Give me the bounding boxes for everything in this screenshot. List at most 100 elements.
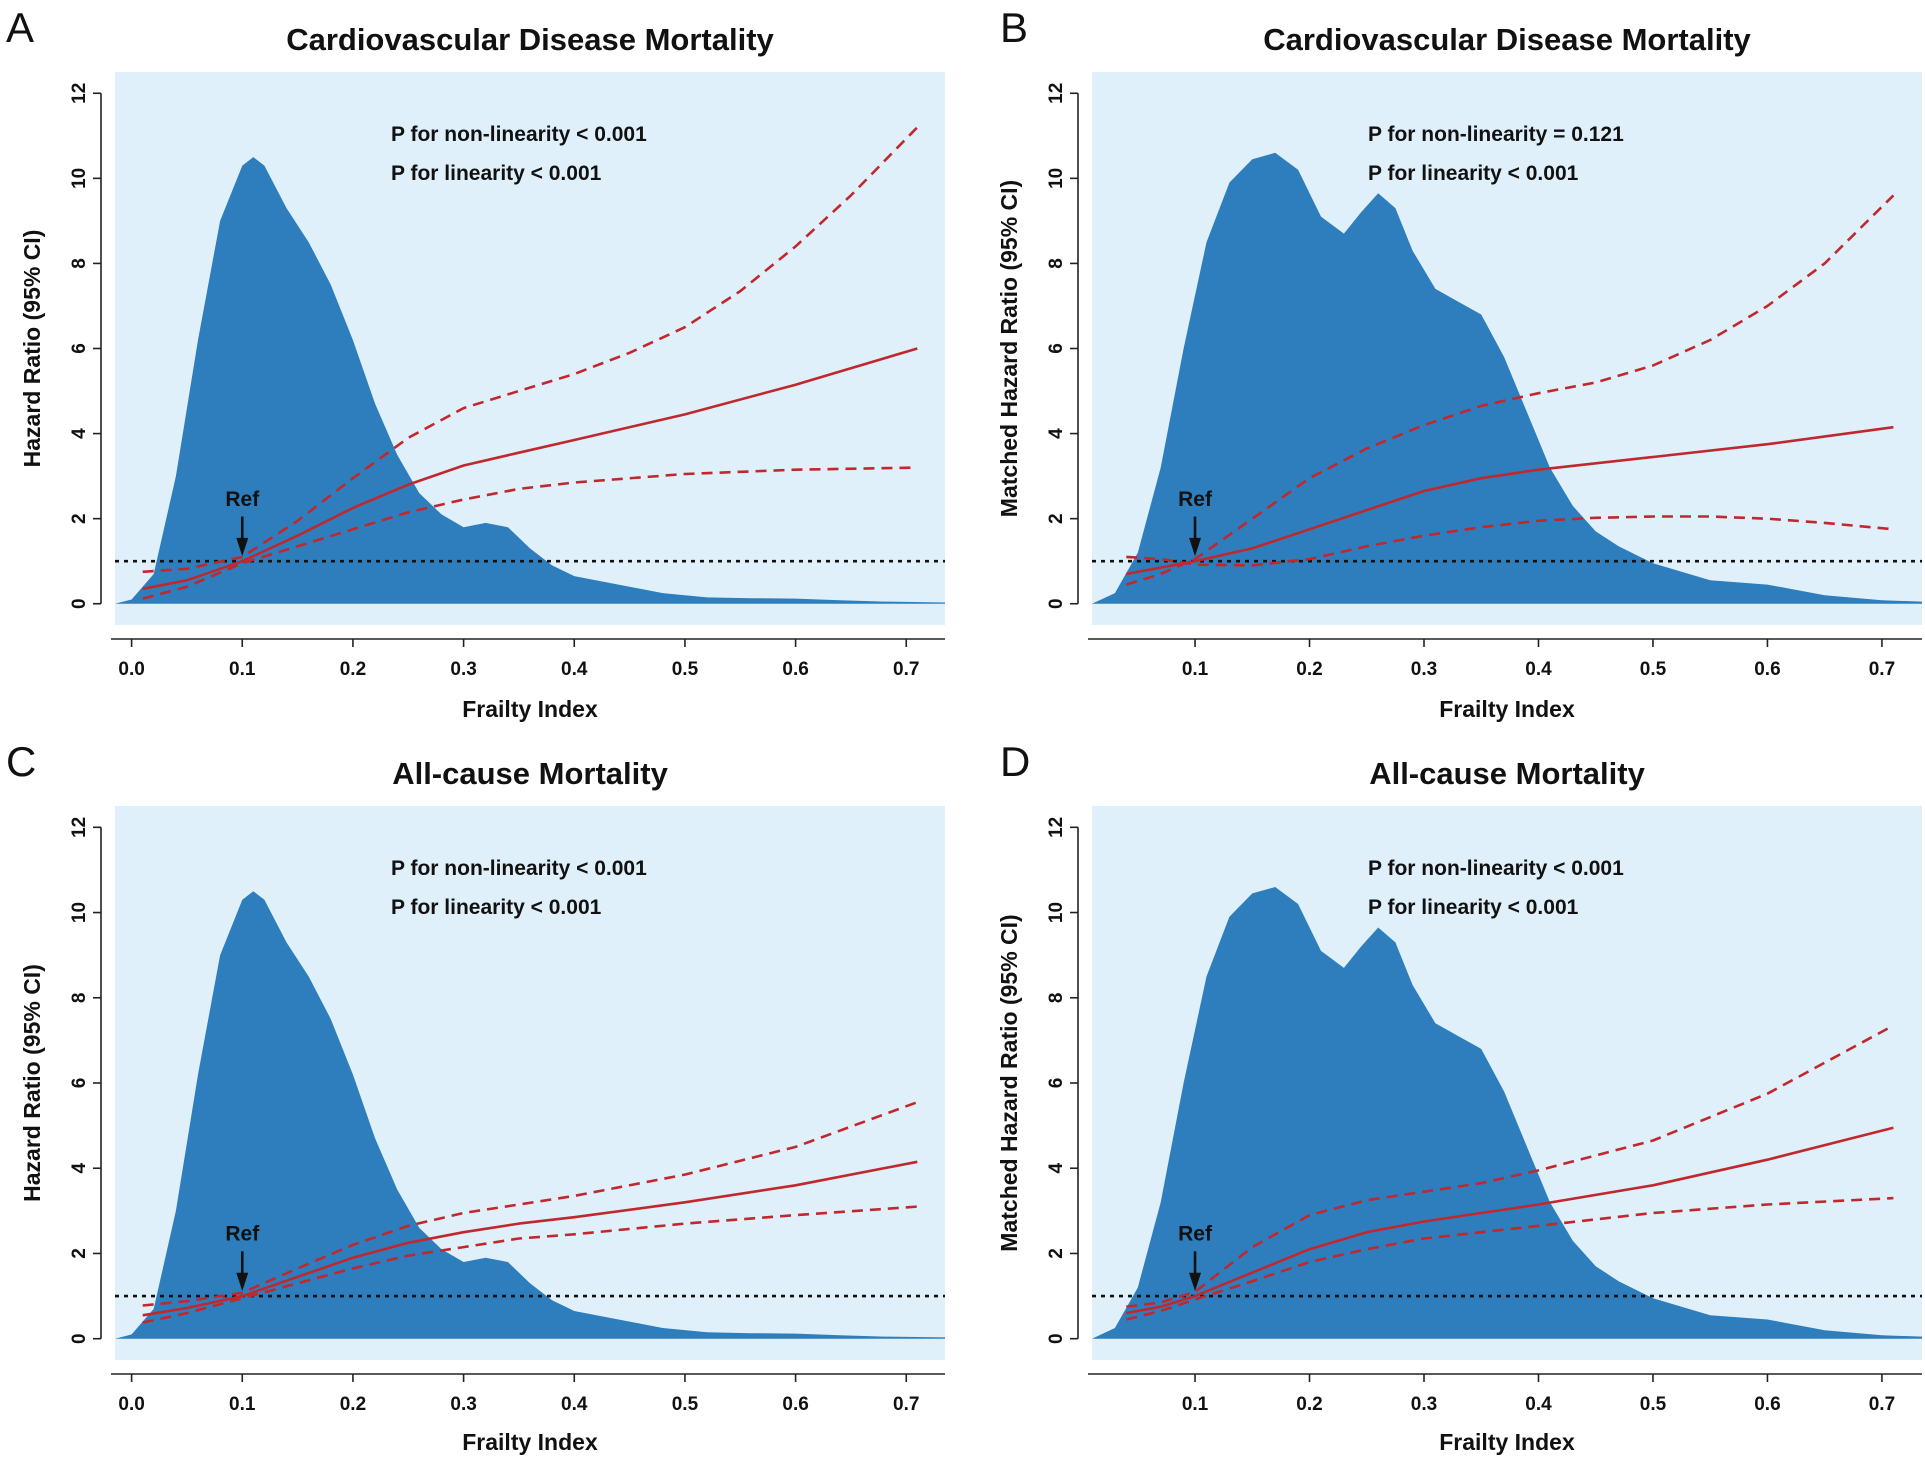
y-tick-label: 2 [69, 1248, 90, 1259]
x-tick-label: 0.3 [450, 1394, 476, 1415]
ref-arrow-head [1189, 537, 1202, 557]
y-tick-label: 8 [1046, 992, 1067, 1003]
x-tick-label: 0.0 [118, 1394, 144, 1415]
panel-b: Ref 0.1 0.2 0.3 0.4 0.5 0.6 0.7 0 2 4 6 8 10 12 Frailty… [996, 4, 1922, 722]
y-tick-label: 4 [69, 1163, 90, 1174]
x-tick-label: 0.7 [893, 659, 919, 680]
x-tick-label: 0.4 [561, 659, 588, 680]
x-tick-label: 0.6 [1754, 659, 1780, 680]
x-tick-label: 0.1 [229, 659, 256, 680]
y-axis-label: Hazard Ratio (95% CI) [19, 964, 45, 1202]
panel-letter: C [6, 738, 36, 785]
y-axis-label: Matched Hazard Ratio (95% CI) [996, 180, 1022, 517]
y-tick-label: 6 [69, 1078, 90, 1089]
y-tick-label: 6 [69, 343, 90, 354]
panel-title: Cardiovascular Disease Mortality [1263, 22, 1751, 57]
panel-letter: B [1000, 4, 1028, 51]
y-tick-label: 4 [1046, 1163, 1067, 1174]
y-tick-label: 12 [69, 83, 90, 104]
y-tick-label: 0 [69, 1333, 90, 1344]
x-tick-label: 0.5 [1640, 1394, 1667, 1415]
x-tick-label: 0.0 [118, 659, 144, 680]
lower-ci-curve [142, 466, 918, 600]
x-tick-label: 0.2 [1296, 1394, 1322, 1415]
x-axis-label: Frailty Index [1439, 696, 1575, 722]
lower-ci-curve [142, 1205, 918, 1324]
x-axis-label: Frailty Index [462, 696, 598, 722]
x-tick-label: 0.3 [1411, 1394, 1437, 1415]
p-nonlinearity-annotation: P for non-linearity < 0.001 [1368, 857, 1624, 880]
y-tick-label: 12 [1046, 817, 1067, 838]
x-tick-label: 0.5 [672, 659, 699, 680]
ref-label: Ref [1178, 1223, 1213, 1246]
x-tick-label: 0.7 [1869, 659, 1895, 680]
x-tick-label: 0.1 [229, 1394, 256, 1415]
y-tick-label: 12 [69, 817, 90, 838]
panel-d: Ref 0.1 0.2 0.3 0.4 0.5 0.6 0.7 0 2 4 6 8 10 12 Frailty… [996, 738, 1922, 1455]
p-linearity-annotation: P for linearity < 0.001 [1368, 896, 1579, 919]
y-axis-label: Hazard Ratio (95% CI) [19, 230, 45, 468]
panel-a: Ref 0.0 0.1 0.2 0.3 0.4 0.5 0.6 0.7 0 2 4 6 8 10 12 Frai… [6, 4, 945, 722]
upper-ci-curve [1125, 194, 1895, 586]
ref-arrow-head [236, 537, 249, 557]
x-tick-label: 0.5 [672, 1394, 699, 1415]
panel-title: Cardiovascular Disease Mortality [286, 22, 774, 57]
x-tick-label: 0.2 [340, 659, 366, 680]
x-tick-label: 0.2 [1296, 659, 1322, 680]
upper-ci-curve [1126, 1024, 1895, 1308]
density-area [115, 157, 945, 604]
x-tick-label: 0.3 [1411, 659, 1437, 680]
p-linearity-annotation: P for linearity < 0.001 [391, 896, 602, 919]
panel-title: All-cause Mortality [1369, 756, 1645, 791]
x-tick-label: 0.6 [1754, 1394, 1780, 1415]
y-tick-label: 6 [1046, 343, 1067, 354]
y-tick-label: 4 [1046, 428, 1067, 439]
panel-letter: D [1000, 738, 1030, 785]
p-nonlinearity-annotation: P for non-linearity = 0.121 [1368, 123, 1624, 146]
ref-arrow-head [1189, 1272, 1202, 1291]
y-tick-label: 2 [69, 513, 90, 524]
hazard-ratio-curve [1126, 425, 1894, 576]
ref-label: Ref [225, 488, 260, 511]
upper-ci-curve [142, 1100, 918, 1307]
y-tick-label: 0 [1046, 598, 1067, 609]
y-tick-label: 8 [69, 258, 90, 269]
y-tick-label: 0 [69, 598, 90, 609]
x-tick-label: 0.7 [893, 1394, 919, 1415]
hazard-ratio-curve [1126, 1126, 1894, 1315]
y-tick-label: 0 [1046, 1333, 1067, 1344]
ref-label: Ref [225, 1223, 260, 1246]
y-tick-label: 10 [69, 168, 90, 189]
y-tick-label: 12 [1046, 83, 1067, 104]
panel-title: All-cause Mortality [392, 756, 668, 791]
y-tick-label: 8 [1046, 258, 1067, 269]
p-linearity-annotation: P for linearity < 0.001 [1368, 162, 1579, 185]
y-tick-label: 2 [1046, 1248, 1067, 1259]
hazard-ratio-curve [142, 347, 918, 591]
density-area [115, 891, 945, 1339]
hazard-ratio-curve [142, 1160, 918, 1317]
x-tick-label: 0.4 [1525, 659, 1552, 680]
y-axis-label: Matched Hazard Ratio (95% CI) [996, 914, 1022, 1251]
p-nonlinearity-annotation: P for non-linearity < 0.001 [391, 857, 647, 880]
panel-c: Ref 0.0 0.1 0.2 0.3 0.4 0.5 0.6 0.7 0 2 4 6 8 10 12 Frai… [6, 738, 945, 1455]
x-tick-label: 0.1 [1182, 1394, 1209, 1415]
y-tick-label: 8 [69, 992, 90, 1003]
x-tick-label: 0.7 [1869, 1394, 1895, 1415]
density-area [1092, 152, 1922, 604]
x-axis-label: Frailty Index [1439, 1429, 1575, 1455]
x-tick-label: 0.2 [340, 1394, 366, 1415]
y-tick-label: 2 [1046, 513, 1067, 524]
density-area [1092, 887, 1922, 1339]
y-tick-label: 10 [1046, 902, 1067, 923]
x-tick-label: 0.6 [782, 1394, 808, 1415]
x-tick-label: 0.4 [1525, 1394, 1552, 1415]
p-nonlinearity-annotation: P for non-linearity < 0.001 [391, 123, 647, 146]
p-linearity-annotation: P for linearity < 0.001 [391, 162, 602, 185]
lower-ci-curve [1125, 1196, 1894, 1321]
x-tick-label: 0.3 [450, 659, 476, 680]
x-tick-label: 0.1 [1182, 659, 1209, 680]
x-tick-label: 0.4 [561, 1394, 588, 1415]
y-tick-label: 6 [1046, 1078, 1067, 1089]
x-tick-label: 0.5 [1640, 659, 1667, 680]
